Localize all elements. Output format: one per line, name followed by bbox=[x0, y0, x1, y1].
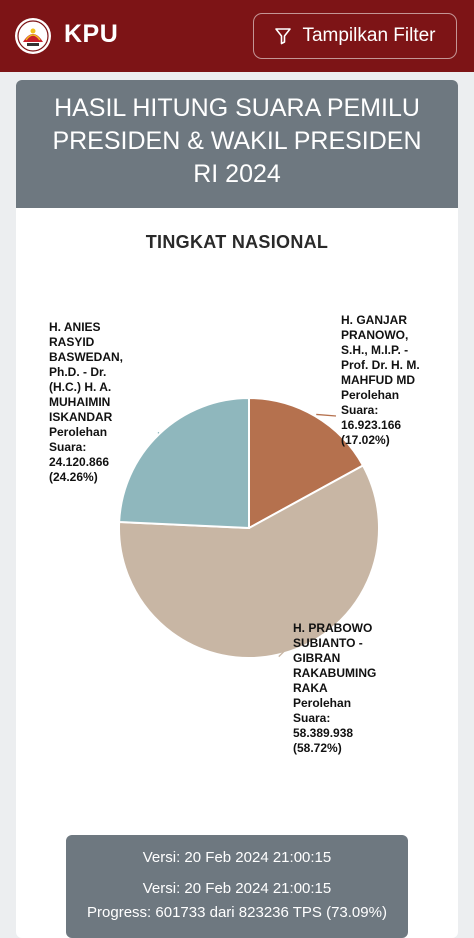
slice-label-ganjar: H. GANJAR PRANOWO, S.H., M.I.P. - Prof. Dr.… bbox=[341, 313, 420, 448]
slice-label-line: RASYID bbox=[49, 335, 95, 349]
slice-label-line: (H.C.) H. A. bbox=[49, 380, 112, 394]
slice-label-line: ISKANDAR bbox=[49, 410, 113, 424]
slice-label-line: Perolehan bbox=[49, 425, 108, 439]
slice-label-line: MAHFUD MD bbox=[341, 373, 415, 387]
card-title-line-1: HASIL HITUNG SUARA PEMILU bbox=[54, 94, 420, 122]
slice-label-line: (17.02%) bbox=[341, 433, 390, 447]
version-footer: Versi: 20 Feb 2024 21:00:15 Versi: 20 Fe… bbox=[66, 835, 408, 938]
show-filter-button[interactable]: Tampilkan Filter bbox=[253, 13, 457, 59]
progress-text: Progress: 601733 dari 823236 TPS (73.09%… bbox=[87, 904, 387, 921]
kpu-logo-icon[interactable] bbox=[14, 16, 52, 56]
chart-title: TINGKAT NASIONAL bbox=[145, 232, 329, 252]
card-title: HASIL HITUNG SUARA PEMILU PRESIDEN & WAK… bbox=[16, 80, 458, 208]
pie-slice-prabowo[interactable] bbox=[118, 464, 380, 659]
slice-label-line: Suara: bbox=[341, 403, 379, 417]
slice-label-line: H. ANIES bbox=[49, 320, 101, 334]
version-text-2: Versi: 20 Feb 2024 21:00:15 bbox=[142, 880, 332, 897]
slice-label-anies: H. ANIES RASYID BASWEDAN, Ph.D. - Dr. (H.C.)… bbox=[49, 320, 123, 485]
card-title-line-2: PRESIDEN & WAKIL PRESIDEN bbox=[52, 127, 422, 155]
slice-label-prabowo: H. PRABOWO SUBIANTO - GIBRAN RAKABUMING RAKA… bbox=[293, 621, 376, 756]
slice-label-line: RAKABUMING bbox=[293, 666, 377, 680]
show-filter-label: Tampilkan Filter bbox=[302, 25, 436, 46]
slice-label-line: Perolehan bbox=[341, 388, 400, 402]
filter-icon bbox=[275, 28, 292, 45]
slice-label-line: Prof. Dr. H. M. bbox=[341, 358, 420, 372]
brand-name[interactable]: KPU bbox=[64, 20, 119, 48]
result-card: HASIL HITUNG SUARA PEMILU PRESIDEN & WAK… bbox=[16, 80, 458, 938]
slice-label-line: BASWEDAN, bbox=[49, 350, 123, 364]
slice-label-line: Suara: bbox=[49, 440, 87, 454]
slice-label-line: SUBIANTO - bbox=[293, 636, 363, 650]
pie-slice-ganjar[interactable] bbox=[248, 396, 365, 530]
leader-line-ganjar bbox=[316, 413, 337, 417]
slice-label-line: H. PRABOWO bbox=[293, 621, 373, 635]
pie-chart bbox=[118, 396, 380, 659]
slice-label-line: GIBRAN bbox=[293, 651, 341, 665]
card-title-line-3: RI 2024 bbox=[193, 160, 281, 188]
slice-label-line: Suara: bbox=[293, 711, 331, 725]
slice-label-line: MUHAIMIN bbox=[49, 395, 111, 409]
slice-label-line: Perolehan bbox=[293, 696, 352, 710]
slice-label-line: (24.26%) bbox=[49, 470, 98, 484]
slice-label-line: RAKA bbox=[293, 681, 328, 695]
slice-label-line: PRANOWO, bbox=[341, 328, 409, 342]
top-navbar: KPU Tampilkan Filter bbox=[0, 0, 474, 72]
slice-label-line: H. GANJAR bbox=[341, 313, 408, 327]
slice-label-line: S.H., M.I.P. - bbox=[341, 343, 409, 357]
slice-label-line: 24.120.866 bbox=[49, 455, 110, 469]
slice-label-line: 58.389.938 bbox=[293, 726, 354, 740]
version-text-1: Versi: 20 Feb 2024 21:00:15 bbox=[142, 849, 332, 866]
slice-label-line: (58.72%) bbox=[293, 741, 342, 755]
pie-slice-anies[interactable] bbox=[118, 396, 250, 530]
slice-label-line: Ph.D. - Dr. bbox=[49, 365, 107, 379]
leader-line-prabowo bbox=[278, 612, 324, 658]
slice-label-line: 16.923.166 bbox=[341, 418, 402, 432]
